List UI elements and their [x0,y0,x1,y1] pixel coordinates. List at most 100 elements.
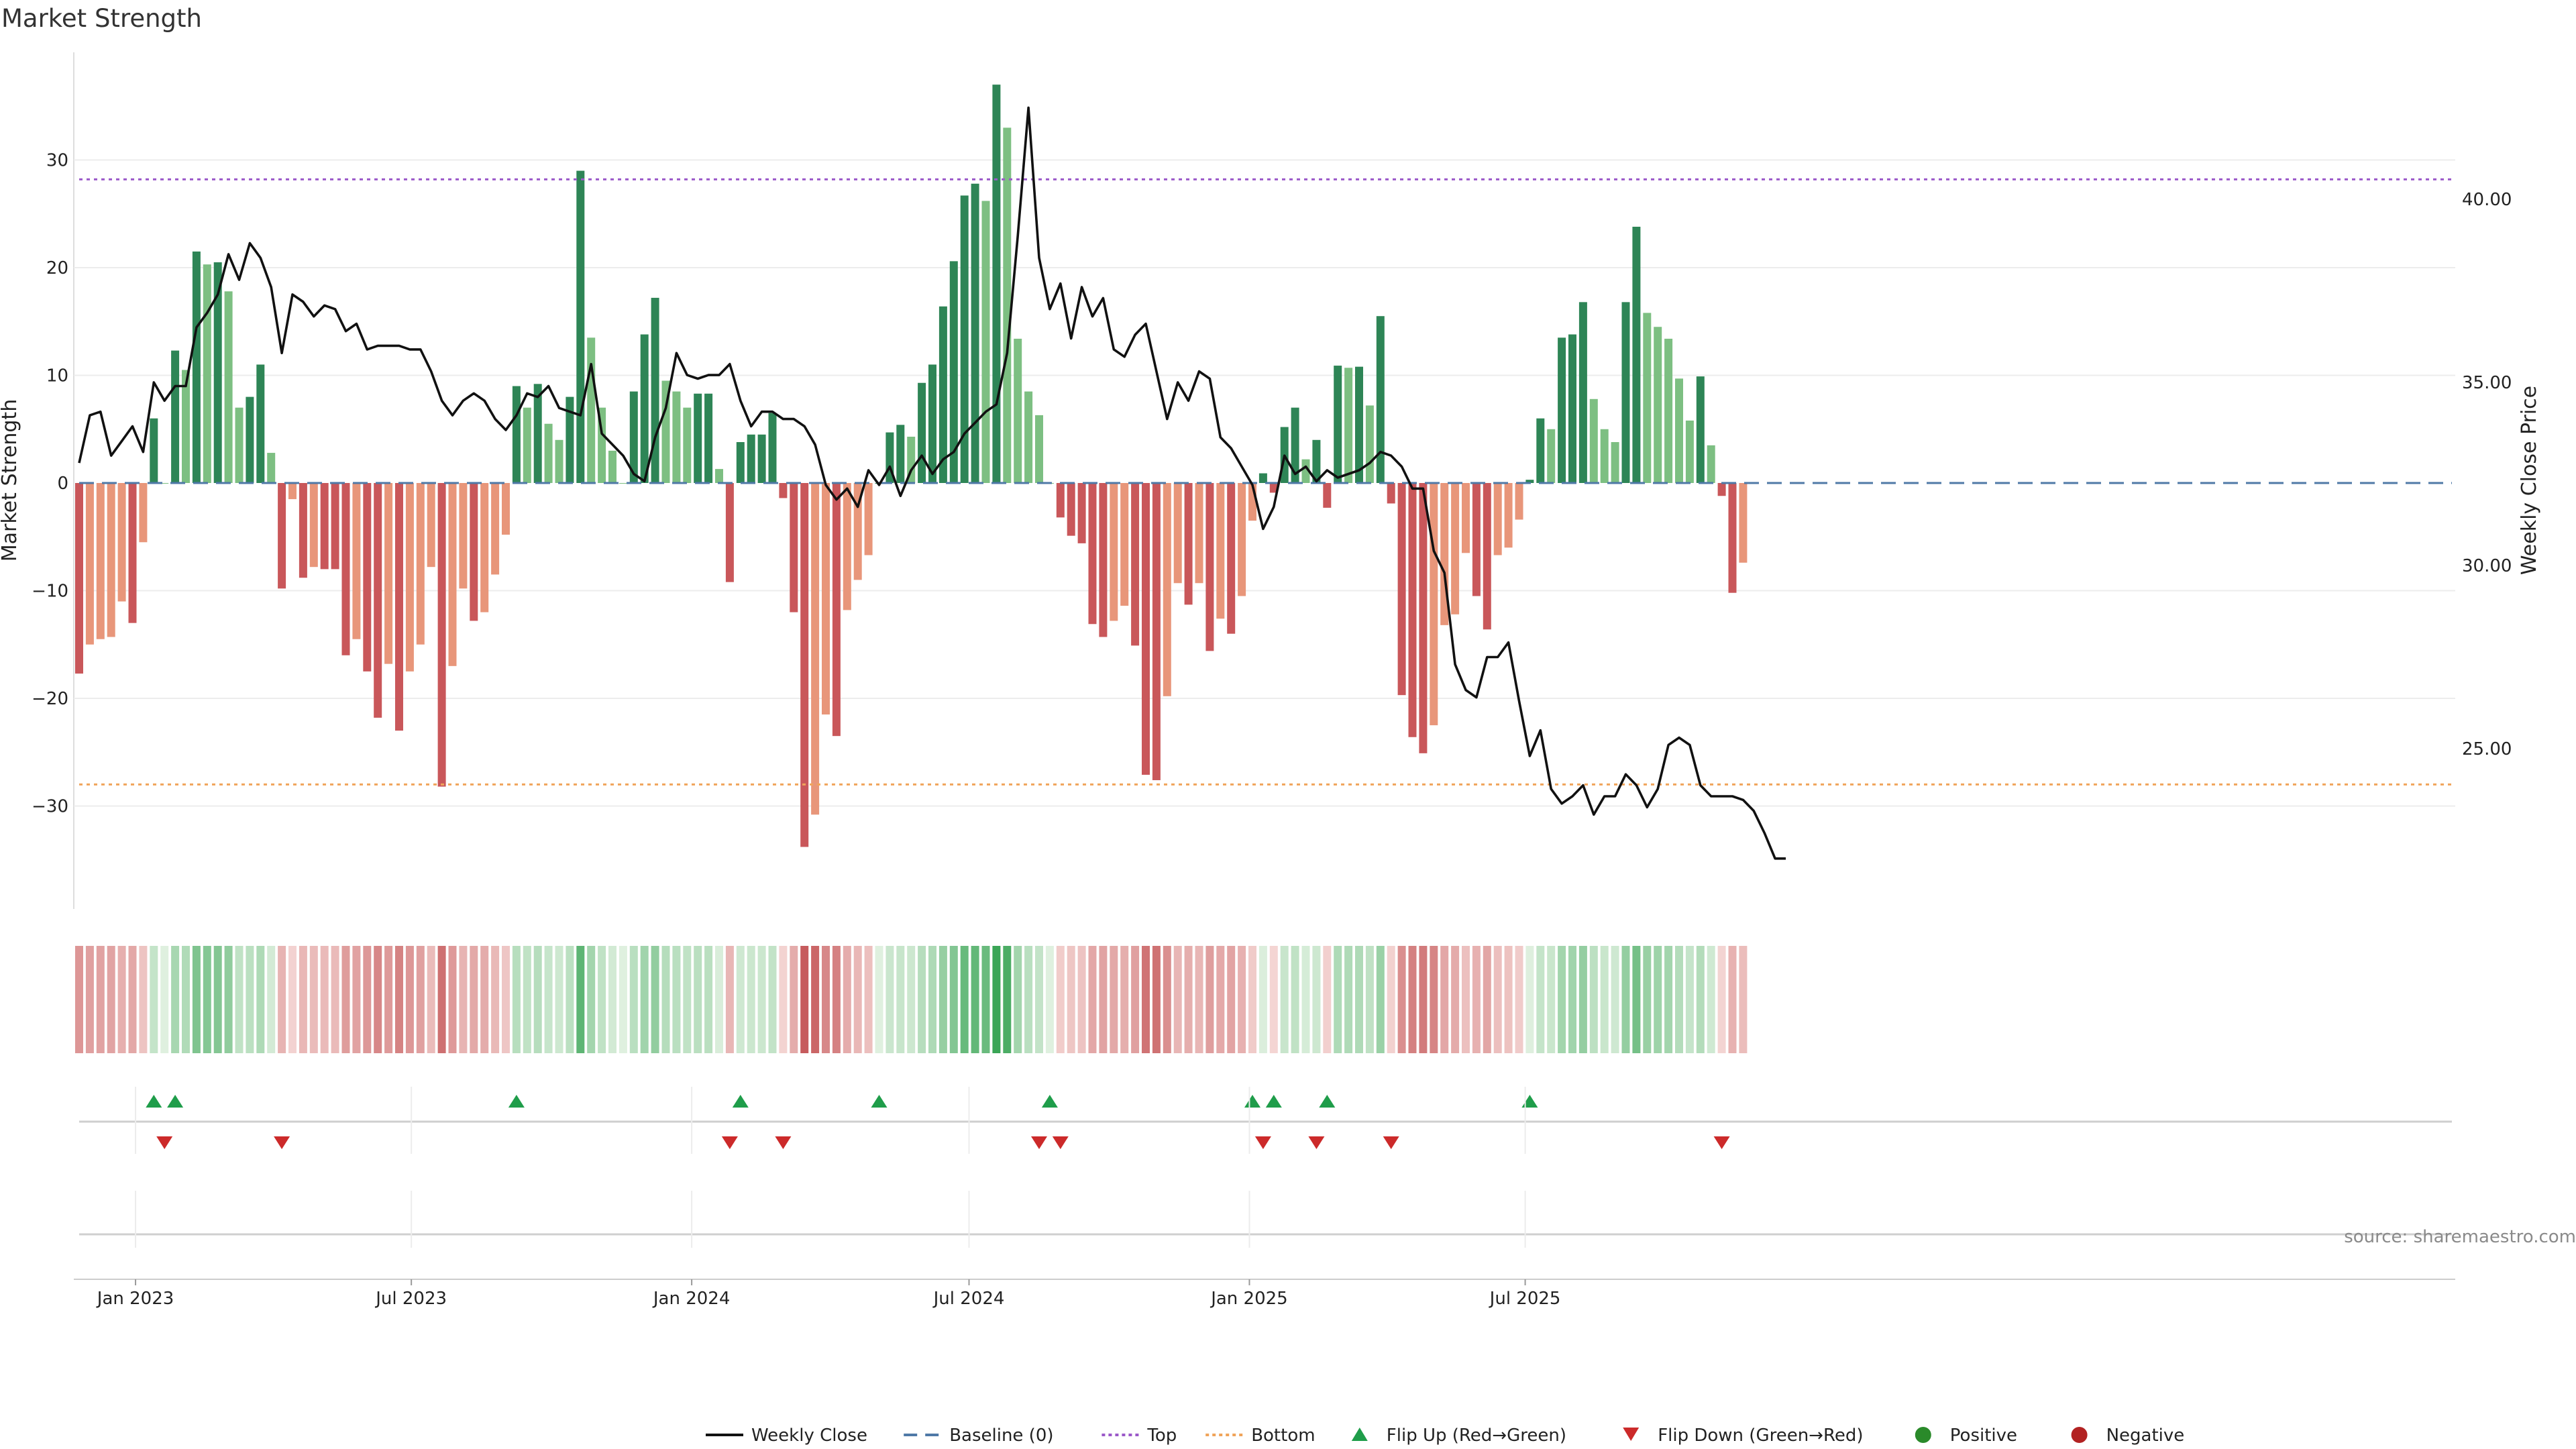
flip-up-marker [1041,1095,1058,1108]
strength-bar [1312,439,1321,483]
heat-cell [949,946,958,1053]
flip-up-marker [1521,1095,1538,1108]
heat-cell [1387,946,1395,1053]
legend-item: Top [1102,1426,1177,1446]
strength-bar [352,483,361,639]
strength-bar [1472,483,1481,596]
strength-bar [139,483,148,543]
flip-up-marker [146,1095,162,1108]
strength-bar [1578,302,1587,483]
right-y-tick-label: 30.00 [2462,556,2512,576]
heat-cell [1301,946,1310,1053]
legend-label: Weekly Close [751,1426,867,1446]
heat-cell [374,946,382,1053]
heat-cell [533,946,542,1053]
heat-cell [896,946,905,1053]
legend: Weekly Close Baseline (0) Top Bottom Flip Up… [706,1426,2184,1446]
flip-down-marker [1713,1136,1730,1149]
heat-cell [715,946,723,1053]
legend-label: Negative [2106,1426,2185,1446]
x-axis-ticks: Jan 2023 Jul 2023 Jan 2024 Jul 2024 Jan 2025… [96,1279,1560,1309]
strength-bar [587,337,596,483]
left-y-tick-label: 10 [46,366,68,386]
strength-bar [267,453,276,483]
heat-cell [619,946,627,1053]
heat-cell [875,946,883,1053]
strength-bar [1099,483,1108,637]
flip-up-marker [508,1095,525,1108]
heat-cell [992,946,1001,1053]
strength-bar [512,386,521,483]
heat-cell [1355,946,1363,1053]
heat-cell [117,946,126,1053]
strength-bar [1077,483,1086,543]
strength-bar [1035,415,1043,483]
strength-bar [544,423,553,483]
strength-bar [171,350,180,483]
legend-item: Flip Up (Red→Green) [1351,1426,1566,1446]
heat-cell [1536,946,1545,1053]
strength-bar [1632,227,1641,483]
heat-cell [523,946,531,1053]
heat-cell [1120,946,1129,1053]
legend-swatch-down [1623,1428,1640,1441]
strength-bar [1195,483,1203,584]
left-y-tick-label: 0 [57,474,68,494]
strength-bar [822,483,830,715]
left-y-ticks: 30 20 10 0 −10 −20 −30 [32,151,68,817]
heat-cell [790,946,798,1053]
chart-title: Market Strength [1,4,202,33]
strength-bar [192,251,201,483]
strength-bar [1227,483,1236,634]
strength-bar [1462,483,1470,553]
strength-bar [182,370,190,483]
heat-cell [480,946,489,1053]
heat-cell [491,946,500,1053]
right-y-tick-label: 40.00 [2462,190,2512,210]
heat-cell [395,946,403,1053]
strength-bar [1301,459,1310,483]
heat-cell [1024,946,1033,1053]
strength-bar [1067,483,1075,536]
strength-bar [427,483,435,568]
strength-bar [1258,473,1267,483]
strength-bar [1430,483,1438,726]
strength-bar [1675,378,1683,483]
heat-cell [1525,946,1534,1053]
heat-cell [1248,946,1256,1053]
legend-swatch-positive [1915,1427,1931,1443]
heat-cell [747,946,755,1053]
strength-bar [405,483,414,672]
strength-bar [832,483,841,737]
legend-label: Flip Down (Green→Red) [1658,1426,1863,1446]
strength-bar [502,483,510,535]
strength-bar [1515,483,1523,520]
strength-bar [981,201,990,483]
heat-cell [246,946,254,1053]
flip-markers [146,1095,1730,1149]
flip-up-marker [732,1095,749,1108]
heat-cell [1088,946,1097,1053]
heat-cell [1312,946,1321,1053]
strength-bar [1493,483,1502,555]
heat-cell [1462,946,1470,1053]
heat-cell [672,946,681,1053]
strength-bar [150,418,158,483]
strength-bar [278,483,286,589]
heat-cell [661,946,670,1053]
legend-label: Bottom [1251,1426,1315,1446]
strength-bar [1291,407,1299,483]
heat-cell [331,946,339,1053]
strength-bar [470,483,478,621]
heat-cell [811,946,820,1053]
heat-cell [1728,946,1737,1053]
strength-bar [395,483,403,731]
main-panel: 30 20 10 0 −10 −20 −30 40.00 35.00 30.00 25.00 [32,52,2512,909]
strength-bar [213,262,222,483]
strength-bar [1142,483,1150,775]
heat-cell [267,946,276,1053]
heat-cell [1558,946,1566,1053]
heat-cell [1578,946,1587,1053]
heat-cell [598,946,606,1053]
strength-bar [779,483,788,498]
